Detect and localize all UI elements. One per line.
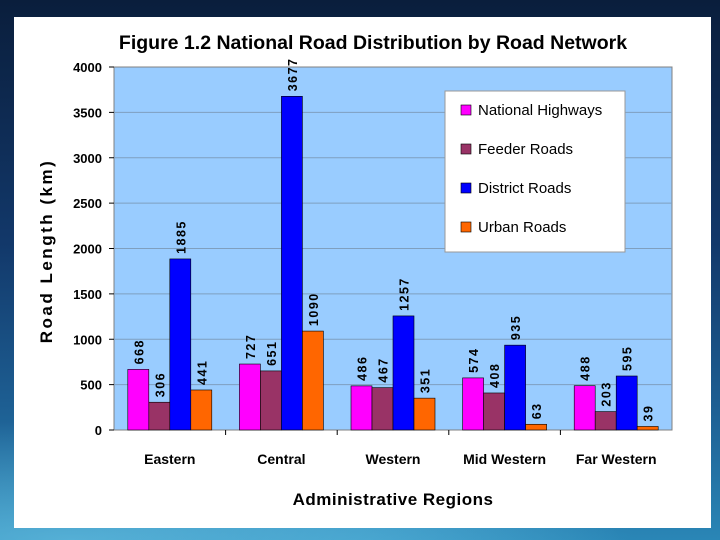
bar [573,385,596,431]
category-label: Eastern [144,451,195,467]
legend-swatch [460,182,472,194]
legend-box [444,90,626,253]
legend: National Highways Feeder Roads District Ro… [444,90,626,253]
bar [169,258,192,431]
bar [281,96,303,431]
data-label: 574 [467,348,481,373]
bar [615,375,638,431]
data-label: 1090 [307,292,321,326]
bar [392,315,415,431]
bar [636,426,659,431]
y-tick-label: 1500 [73,287,102,302]
data-label: 467 [377,357,391,382]
y-tick-label: 500 [80,378,102,393]
data-label: 486 [356,356,370,381]
bar [260,370,282,431]
bar [504,344,526,431]
bar [350,385,373,431]
bars [127,96,659,431]
y-tick-label: 1000 [73,332,102,347]
legend-swatch [460,221,472,233]
y-tick-label: 3000 [73,151,102,166]
data-label: 1257 [398,277,412,311]
data-label: 668 [132,339,146,364]
data-label: 935 [509,315,523,340]
data-label: 203 [600,381,614,406]
bar [594,411,617,431]
data-label: 1885 [174,220,188,254]
data-label: 351 [419,368,433,393]
bar [483,392,505,431]
bar [302,330,324,431]
bar [525,423,547,431]
y-tick-label: 2000 [73,242,102,257]
bar [190,389,213,431]
legend-swatch [460,143,472,155]
data-label: 3677 [286,57,300,91]
bar [413,397,436,431]
bar [127,369,150,431]
x-axis-categories: Eastern Central Western Mid Western Far West… [144,430,657,467]
legend-label: Feeder Roads [478,141,573,158]
bar [239,363,261,431]
data-label: 488 [579,355,593,380]
legend-label: Urban Roads [478,219,566,236]
bar [148,401,171,431]
category-label: Mid Western [463,451,546,467]
y-axis-ticks: 0 500 1000 1500 2000 2500 3000 3500 4000 [73,60,114,438]
y-tick-label: 0 [95,423,102,438]
y-tick-label: 2500 [73,196,102,211]
bar [371,387,394,431]
y-tick-label: 3500 [73,105,102,120]
data-label: 39 [642,405,656,422]
chart-frame: Figure 1.2 National Road Distribution by… [14,17,711,528]
category-label: Western [366,451,421,467]
bar-chart: Figure 1.2 National Road Distribution by… [37,32,673,509]
y-axis-title: Road Length (km) [37,159,56,344]
data-label: 441 [195,360,209,385]
data-label: 63 [530,402,544,419]
legend-label: District Roads [478,180,571,197]
data-label: 408 [488,363,502,388]
legend-swatch [460,104,472,116]
data-label: 306 [153,372,167,397]
category-label: Far Western [576,451,657,467]
chart-title: Figure 1.2 National Road Distribution by… [119,32,627,54]
data-labels: 668 306 1885 441 727 651 3677 1090 486 467 1257 351… [132,57,655,421]
data-label: 727 [244,334,258,359]
y-tick-label: 4000 [73,60,102,75]
data-label: 595 [621,346,635,371]
data-label: 651 [265,341,279,366]
category-label: Central [257,451,305,467]
x-axis-title: Administrative Regions [293,490,494,509]
legend-label: National Highways [478,102,602,119]
bar [462,377,484,431]
